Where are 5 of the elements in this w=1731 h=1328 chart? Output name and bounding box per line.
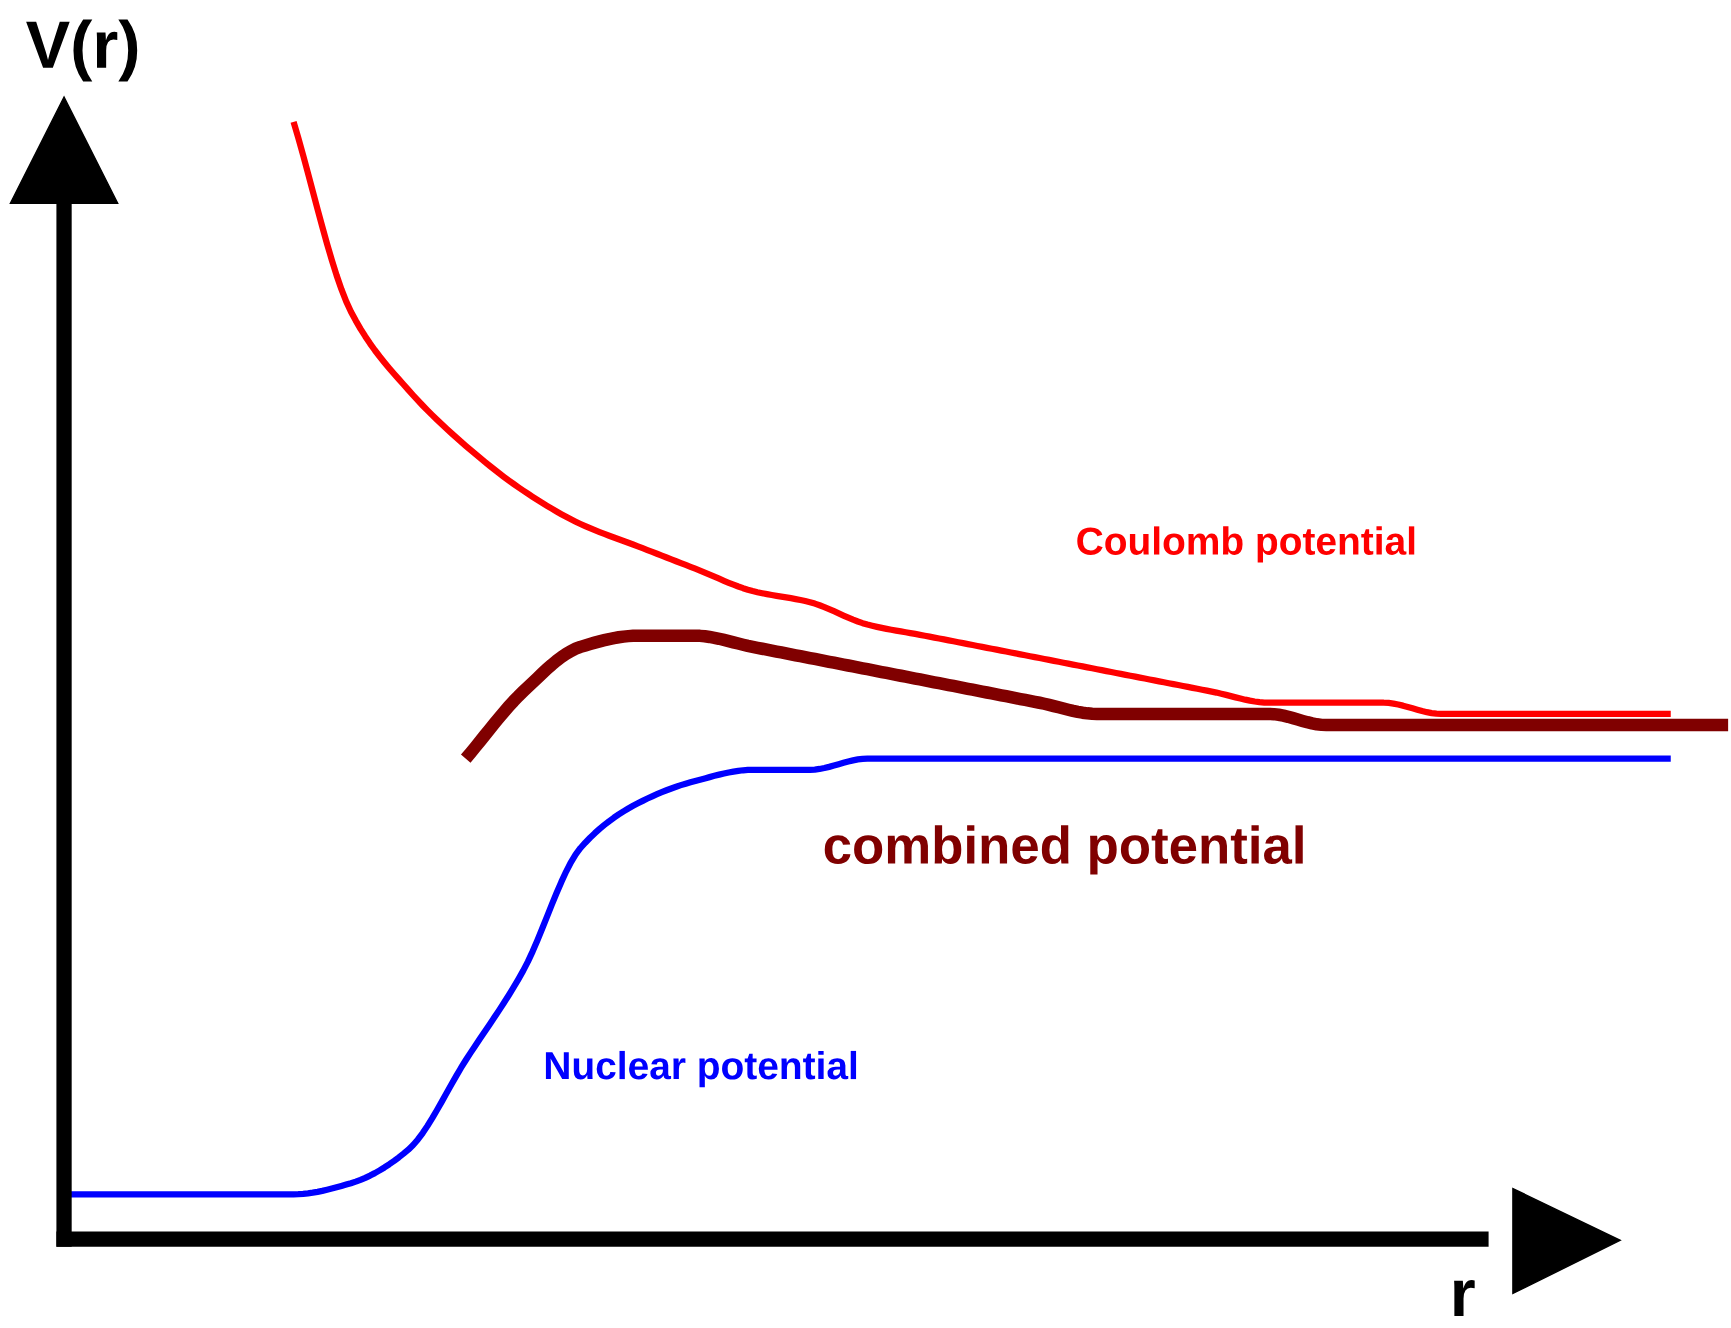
y-axis-title: V(r) xyxy=(26,19,138,82)
x-axis-title: r xyxy=(1454,1280,1475,1317)
text: Coulomb potential xyxy=(1077,526,1415,563)
series-label: combined potential xyxy=(824,825,1303,875)
series-label: Nuclear potential xyxy=(545,1050,857,1088)
